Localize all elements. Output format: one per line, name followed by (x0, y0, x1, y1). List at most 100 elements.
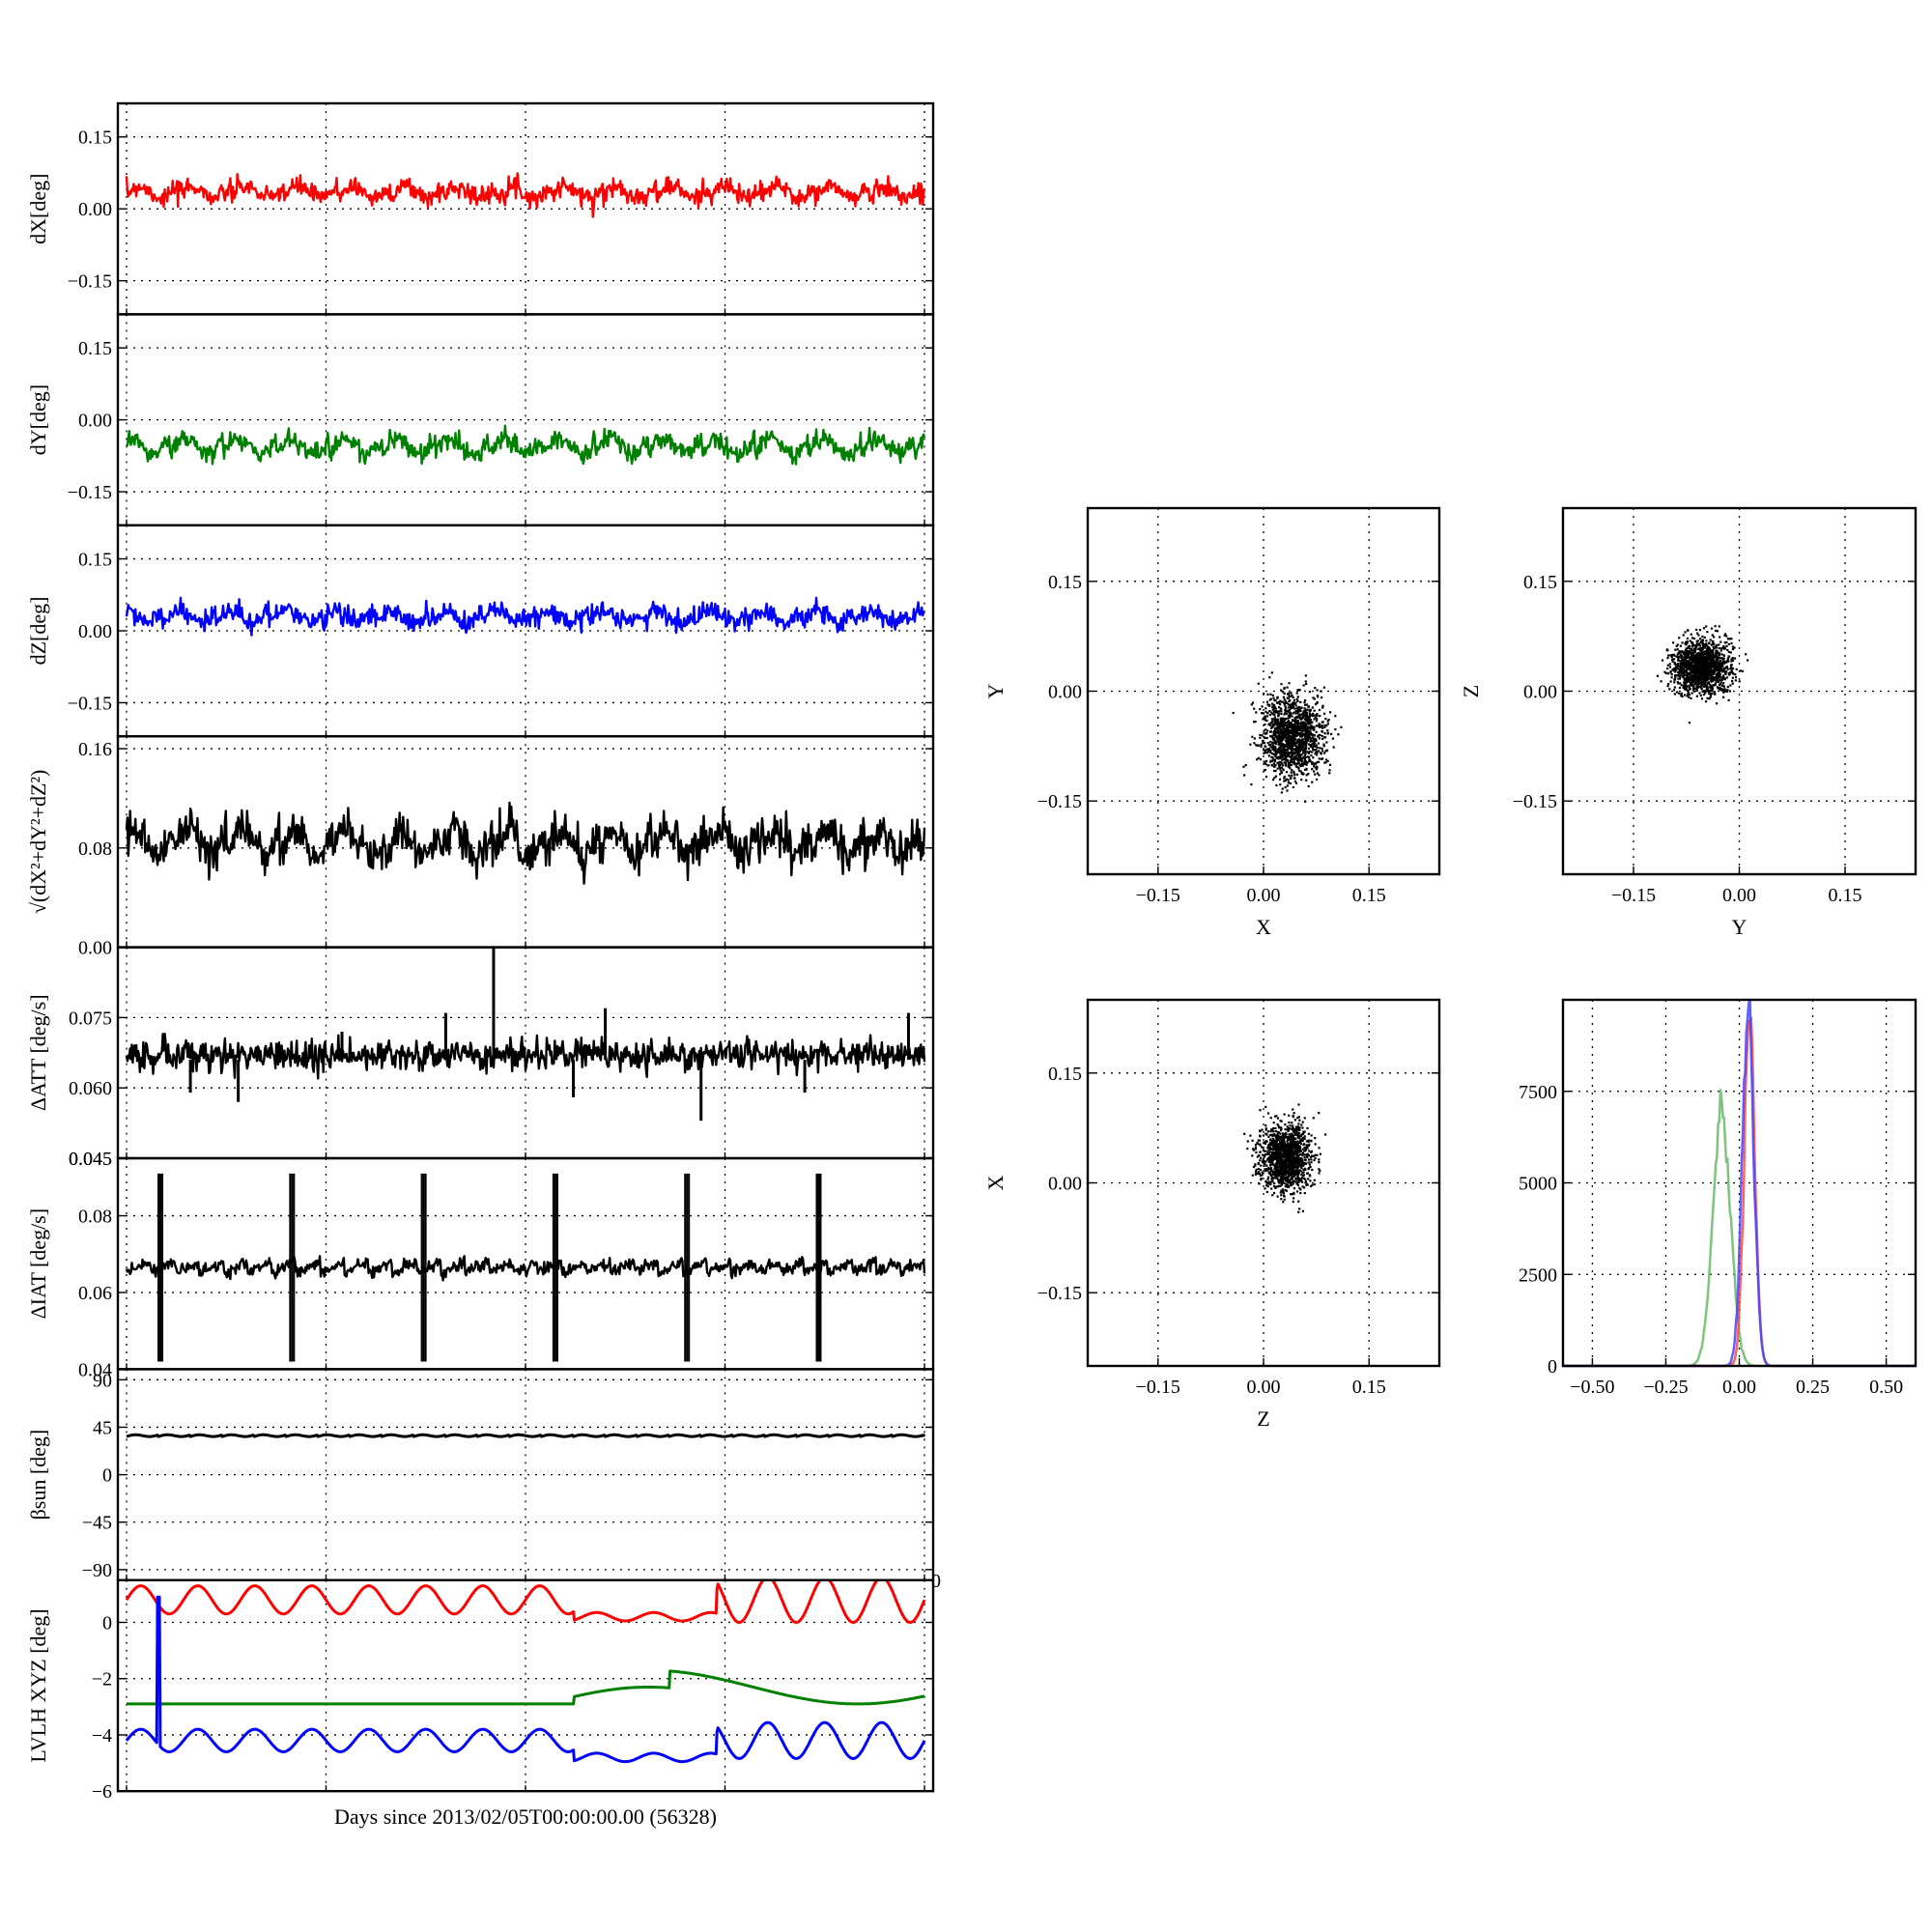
scatter-point (1280, 689, 1283, 692)
scatter-point (1274, 720, 1277, 723)
scatter-point (1283, 749, 1286, 752)
scatter-point (1284, 1154, 1287, 1157)
scatter-point (1290, 776, 1293, 779)
scatter-point (1264, 1128, 1267, 1131)
scatter-point (1271, 758, 1274, 762)
scatter-point (1712, 657, 1715, 660)
scatter-point (1696, 632, 1699, 635)
scatter-point (1260, 745, 1263, 748)
scatter-point (1304, 800, 1307, 803)
scatter-point (1285, 1151, 1288, 1154)
scatter-point (1304, 674, 1307, 677)
scatter-point (1340, 725, 1343, 728)
scatter-point (1714, 625, 1717, 628)
scatter-point (1727, 698, 1730, 701)
scatter-point (1656, 674, 1660, 677)
scatter-point (1297, 1210, 1300, 1213)
scatter-point (1310, 714, 1313, 717)
scatter-point (1295, 757, 1298, 760)
scatter-point (1289, 1124, 1292, 1127)
scatter-point (1284, 1128, 1287, 1131)
y-tick-label: 0.060 (69, 1078, 112, 1099)
scatter-point (1705, 625, 1708, 628)
scatter-point (1690, 641, 1693, 644)
scatter-point (1268, 1180, 1271, 1183)
scatter-point (1699, 673, 1702, 676)
scatter-point (1294, 712, 1297, 715)
scatter-point (1712, 676, 1715, 679)
scatter-point (1686, 642, 1689, 645)
scatter-point (1716, 643, 1719, 647)
scatter-point (1689, 677, 1691, 680)
scatter-point (1689, 683, 1691, 686)
scatter-point (1293, 752, 1296, 755)
scatter-point (1277, 728, 1280, 731)
scatter-point (1271, 718, 1275, 721)
scatter-point (1301, 1185, 1304, 1188)
scatter-point (1687, 662, 1690, 665)
scatter-point (1298, 1186, 1301, 1190)
scatter-point (1293, 777, 1296, 780)
scatter-point (1698, 692, 1701, 695)
scatter-point (1280, 1189, 1283, 1192)
scatter-point (1287, 696, 1290, 699)
scatter-point (1328, 772, 1331, 775)
scatter-point (1257, 1168, 1261, 1171)
data-group (125, 947, 926, 1122)
scatter-point (1285, 1158, 1288, 1161)
scatter-point (1723, 676, 1726, 680)
scatter-point (1312, 741, 1315, 744)
scatter-point (1685, 685, 1689, 688)
series-line (125, 801, 926, 885)
scatter-point (1280, 1162, 1283, 1165)
scatter-point (1252, 1165, 1256, 1169)
scatter-point (1296, 1168, 1299, 1172)
scatter-point (1279, 1154, 1282, 1157)
scatter-point (1275, 1169, 1278, 1173)
scatter-point (1717, 663, 1719, 666)
scatter-point (1679, 673, 1682, 676)
scatter-point (1276, 1157, 1279, 1160)
scatter-point (1292, 1142, 1294, 1145)
scatter-point (1697, 661, 1700, 664)
scatter-point (1292, 754, 1294, 757)
scatter-point (1272, 733, 1275, 736)
scatter-point (1690, 677, 1693, 680)
scatter-point (1293, 738, 1296, 741)
scatter-point (1700, 682, 1703, 685)
scatter-point (1271, 1151, 1274, 1154)
scatter-point (1279, 1129, 1283, 1132)
y-axis-label: dX[deg] (26, 174, 50, 244)
scatter-point (1709, 674, 1712, 677)
scatter-point (1295, 1181, 1298, 1184)
scatter-point (1294, 744, 1297, 747)
scatter-point (1266, 1178, 1269, 1180)
scatter-point (1298, 1161, 1301, 1164)
scatter-point (1274, 763, 1277, 767)
scatter-point (1696, 653, 1699, 656)
scatter-point (1264, 717, 1266, 720)
scatter-point (1682, 651, 1685, 654)
scatter-point (1694, 682, 1697, 685)
scatter-point (1724, 661, 1727, 664)
scatter-point (1274, 729, 1277, 732)
scatter-point (1283, 698, 1286, 701)
scatter-point (1297, 1177, 1300, 1179)
scatter-point (1263, 760, 1265, 763)
scatter-point (1690, 664, 1693, 667)
scatter-point (1285, 741, 1289, 744)
scatter-point (1681, 695, 1684, 697)
scatter-point (1672, 641, 1675, 644)
scatter-point (1706, 655, 1709, 658)
y-axis-label: ΔATT [deg/s] (26, 994, 50, 1111)
scatter-point (1287, 723, 1290, 725)
scatter-point (1291, 1193, 1293, 1196)
scatter-point (1705, 700, 1708, 703)
scatter-point (1299, 1178, 1303, 1180)
scatter-point (1275, 1137, 1278, 1140)
scatter-point (1297, 1172, 1301, 1175)
scatter-point (1271, 705, 1274, 708)
scatter-point (1296, 1150, 1299, 1152)
scatter-point (1301, 1148, 1304, 1151)
